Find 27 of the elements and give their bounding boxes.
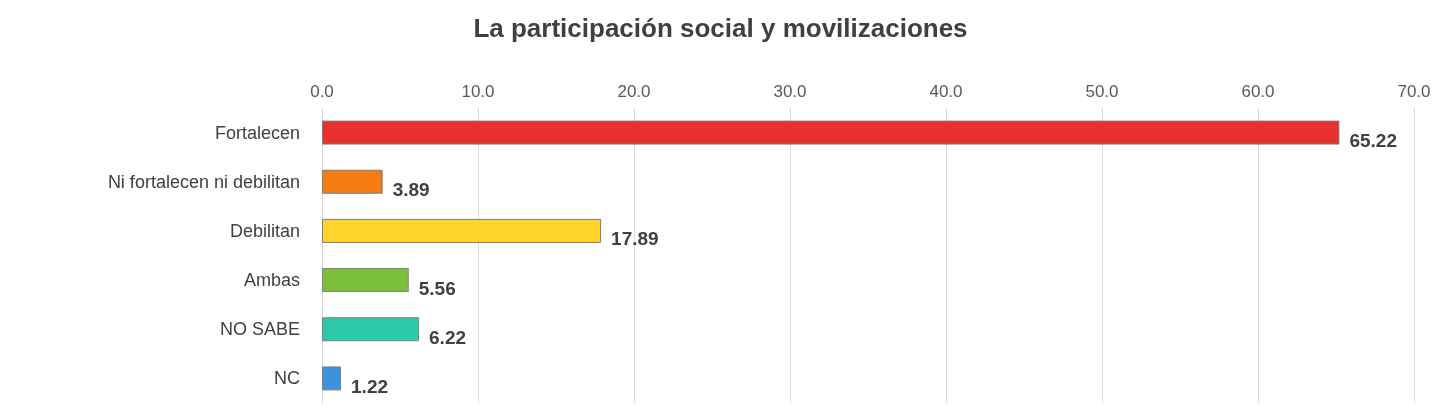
chart-title: La participación social y movilizaciones <box>473 13 968 43</box>
x-tick-label: 60.0 <box>1241 82 1275 101</box>
y-tick-label: Debilitan <box>229 220 300 241</box>
y-tick-label: Ambas <box>243 270 300 291</box>
data-label: 1.22 <box>351 375 389 397</box>
y-tick-label: NC <box>274 368 300 389</box>
y-tick-label: NO SABE <box>219 319 300 340</box>
x-tick-label: 70.0 <box>1397 82 1431 101</box>
data-label: 5.56 <box>418 277 456 299</box>
bar <box>322 120 1340 145</box>
bar <box>322 317 420 342</box>
bar <box>322 366 342 391</box>
x-tick-label: 0.0 <box>310 82 334 101</box>
bar <box>322 268 409 293</box>
bar <box>322 169 383 194</box>
x-tick-label: 10.0 <box>461 82 495 101</box>
x-tick-label: 40.0 <box>929 82 963 101</box>
x-tick-label: 20.0 <box>617 82 651 101</box>
y-tick-label: Ni fortalecen ni debilitan <box>107 171 300 192</box>
data-label: 6.22 <box>429 326 467 348</box>
y-tick-label: Fortalecen <box>214 122 300 143</box>
data-label: 3.89 <box>392 179 430 201</box>
data-label: 17.89 <box>611 228 659 250</box>
bar <box>322 218 602 243</box>
x-tick-label: 50.0 <box>1085 82 1119 101</box>
data-label: 65.22 <box>1349 130 1397 152</box>
x-tick-label: 30.0 <box>773 82 807 101</box>
